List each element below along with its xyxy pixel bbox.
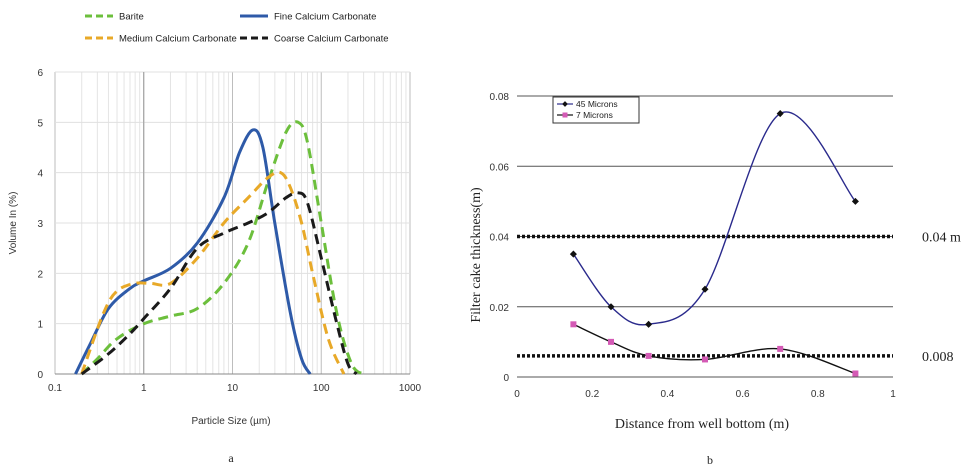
chart-a-series <box>74 120 365 376</box>
chart-b-grid <box>517 165 893 358</box>
chart-b-point-1 <box>777 345 784 352</box>
chart-a-caption: a <box>228 451 234 465</box>
chart-a-legend-label: Barite <box>119 12 144 23</box>
chart-a-series-line-2 <box>80 170 346 375</box>
chart-b-xtick-label: 0.4 <box>660 389 674 400</box>
chart-b-xtick-label: 0.6 <box>736 389 750 400</box>
chart-a-xtick-label: 1 <box>141 383 147 394</box>
chart-b-reference-label: 0.008 <box>922 350 954 365</box>
chart-b-legend-box <box>552 96 640 124</box>
chart-a-series-line-0 <box>80 120 365 376</box>
chart-a-ytick-label: 2 <box>37 269 43 280</box>
chart-b-series-line-1 <box>573 323 856 375</box>
chart-b-legend-label: 7 Microns <box>576 110 613 120</box>
chart-a-xtick-label: 10 <box>227 383 239 394</box>
chart-b-point-0 <box>701 285 709 293</box>
chart-a-xlabel: Particle Size (µm) <box>191 416 270 427</box>
chart-a-legend-label: Fine Calcium Carbonate <box>274 12 376 23</box>
chart-b-legend-marker <box>562 112 568 118</box>
chart-a-series-line-1 <box>74 128 312 375</box>
chart-b-reference-label: 0.04 m <box>922 231 961 246</box>
chart-b-ytick-label: 0.02 <box>490 303 510 314</box>
chart-b-xtick-label: 1 <box>890 389 896 400</box>
chart-b-point-1 <box>608 338 614 345</box>
chart-b-point-1 <box>570 321 577 328</box>
chart-b-caption: b <box>707 453 713 467</box>
chart-a-ytick-label: 1 <box>37 320 43 331</box>
chart-b-ytick-label: 0 <box>503 373 509 384</box>
chart-b-legend-label: 45 Microns <box>576 99 618 109</box>
chart-b-ylabel: Filter cake thickness(m) <box>469 187 484 323</box>
chart-b-point-0 <box>607 303 615 311</box>
chart-b-series <box>569 110 859 377</box>
chart-a-ylabel: Volume In (%) <box>8 192 19 255</box>
chart-a-ytick-label: 0 <box>37 370 43 381</box>
chart-b-ytick-label: 0.04 <box>490 233 510 244</box>
chart-b-point-1 <box>852 370 859 377</box>
chart-b-point-0 <box>645 320 653 328</box>
chart-b-point-0 <box>569 250 577 258</box>
chart-b-ticks: 0.04 m 0.008 0 0.2 0.4 0.6 0.8 1 0 0.02 0.04 0.06 0.… <box>490 92 961 400</box>
chart-a-ytick-label: 5 <box>37 118 43 129</box>
chart-b: 0.04 m 0.008 0 0.2 0.4 0.6 0.8 1 0 0.02 0.04 0.06 0.… <box>469 92 961 467</box>
chart-b-xlabel: Distance from well bottom (m) <box>615 417 790 432</box>
chart-a-ytick-label: 6 <box>37 68 43 79</box>
chart-a-legend-label: Coarse Calcium Carbonate <box>274 34 389 45</box>
chart-b-point-1 <box>702 356 708 363</box>
chart-a: 0.1 1 10 100 1000 0 1 2 3 4 5 6 Barite Fine Calcium … <box>8 12 422 466</box>
chart-b-legend-marker <box>562 101 568 107</box>
chart-a-xtick-label: 100 <box>313 383 330 394</box>
chart-a-xtick-label: 0.1 <box>48 383 62 394</box>
chart-b-ytick-label: 0.06 <box>490 162 510 173</box>
chart-b-point-0 <box>776 110 784 118</box>
chart-a-ticks: 0.1 1 10 100 1000 0 1 2 3 4 5 6 <box>37 68 421 394</box>
chart-b-xtick-label: 0.2 <box>585 389 599 400</box>
chart-b-ytick-label: 0.08 <box>490 92 510 103</box>
chart-a-grid <box>54 71 411 375</box>
chart-a-legend: Barite Fine Calcium Carbonate Medium Calci… <box>85 12 389 45</box>
chart-b-point-1 <box>645 352 652 359</box>
chart-a-legend-label: Medium Calcium Carbonate <box>119 34 237 45</box>
chart-b-point-0 <box>851 197 859 205</box>
chart-a-ytick-label: 3 <box>37 219 43 230</box>
chart-a-xtick-label: 1000 <box>399 383 422 394</box>
chart-b-series-line-0 <box>572 111 856 326</box>
chart-b-axes <box>517 95 893 378</box>
chart-a-ytick-label: 4 <box>37 169 43 180</box>
chart-b-xtick-label: 0 <box>514 389 520 400</box>
chart-b-xtick-label: 0.8 <box>811 389 825 400</box>
chart-a-series-line-3 <box>80 191 358 376</box>
